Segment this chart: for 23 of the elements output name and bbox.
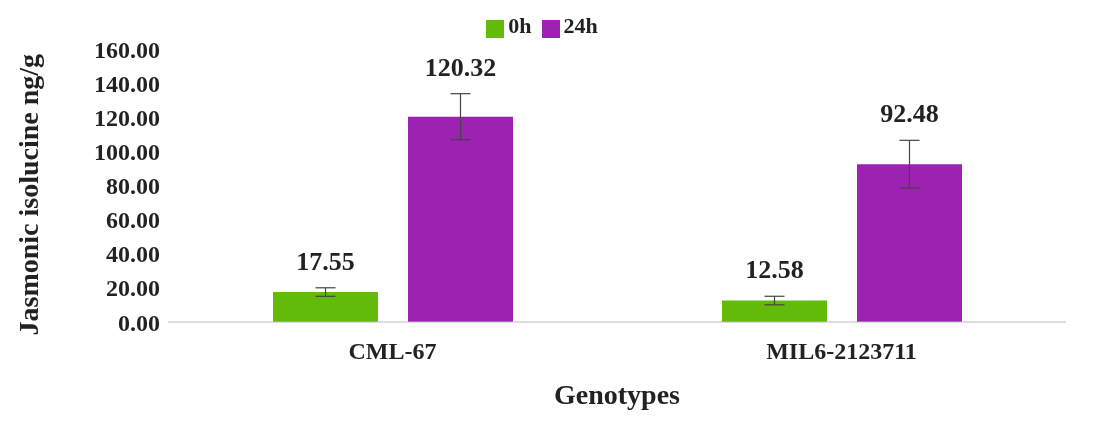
data-label: 120.32 — [424, 52, 497, 82]
x-tick-label: MIL6-2123711 — [766, 338, 917, 365]
y-tick-label: 160.00 — [94, 36, 160, 63]
y-tick-label: 20.00 — [106, 275, 160, 302]
bar — [273, 292, 378, 322]
data-label: 92.48 — [880, 99, 939, 129]
legend-label: 0h — [508, 13, 532, 38]
y-tick-label: 80.00 — [106, 173, 160, 200]
y-tick-label: 60.00 — [106, 207, 160, 234]
x-axis-title: Genotypes — [554, 379, 681, 410]
bar — [408, 116, 513, 322]
bar — [722, 300, 827, 322]
bar — [857, 164, 962, 322]
data-label: 17.55 — [296, 246, 355, 276]
x-tick-label: CML-67 — [348, 338, 437, 365]
y-tick-label: 100.00 — [94, 138, 160, 165]
data-label: 12.58 — [745, 255, 804, 285]
y-tick-label: 0.00 — [118, 309, 160, 336]
y-tick-label: 40.00 — [106, 241, 160, 268]
y-tick-label: 120.00 — [94, 104, 160, 131]
y-axis-title: Jasmonic isolucine ng/g — [12, 53, 44, 336]
y-tick-label: 140.00 — [94, 70, 160, 97]
legend-label: 24h — [563, 13, 598, 38]
